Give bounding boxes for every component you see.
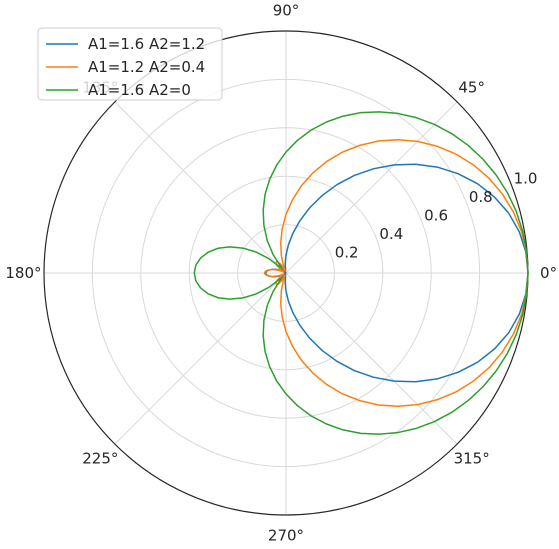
grid bbox=[44, 31, 528, 515]
legend-box bbox=[37, 27, 223, 101]
series-line-2 bbox=[193, 111, 529, 435]
theta-tick-label: 315° bbox=[454, 450, 490, 468]
theta-tick-label: 225° bbox=[82, 450, 118, 468]
theta-tick-label: 0° bbox=[540, 264, 557, 282]
series-line-1 bbox=[263, 138, 529, 408]
series-group bbox=[193, 111, 529, 435]
theta-tick-label: 270° bbox=[268, 527, 304, 545]
theta-tick-label: 45° bbox=[458, 78, 485, 96]
r-tick-label: 0.6 bbox=[424, 206, 448, 224]
legend-label: A1=1.6 A2=0 bbox=[88, 81, 191, 99]
legend-label: A1=1.6 A2=1.2 bbox=[88, 35, 205, 53]
theta-tick-label: 180° bbox=[5, 264, 41, 282]
r-tick-label: 0.2 bbox=[335, 243, 359, 261]
grid-spoke-1 bbox=[285, 101, 458, 274]
legend-label: A1=1.2 A2=0.4 bbox=[88, 58, 205, 76]
theta-tick-label: 90° bbox=[273, 1, 300, 19]
grid-spoke-3 bbox=[114, 101, 287, 274]
series-line-0 bbox=[264, 163, 529, 383]
grid-spoke-5 bbox=[114, 272, 287, 445]
grid-spoke-7 bbox=[285, 272, 458, 445]
r-tick-label: 1.0 bbox=[514, 169, 538, 187]
r-tick-label: 0.4 bbox=[379, 225, 403, 243]
r-tick-label: 0.8 bbox=[469, 188, 493, 206]
legend: A1=1.6 A2=1.2 A1=1.2 A2=0.4 A1=1.6 A2=0 bbox=[37, 27, 223, 101]
radial-tick-labels: 0.2 0.4 0.6 0.8 1.0 bbox=[335, 169, 538, 261]
